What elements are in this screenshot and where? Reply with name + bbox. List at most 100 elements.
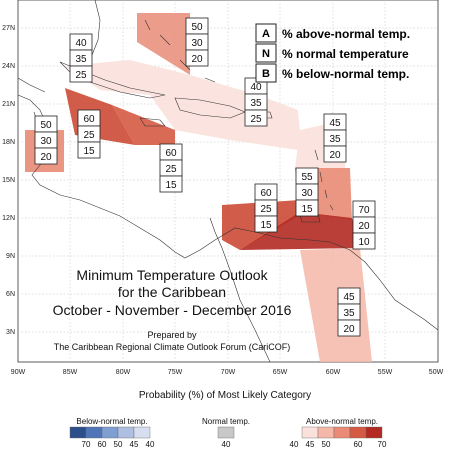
probability-box-cuba: 40 35 25	[69, 33, 93, 83]
svg-text:70: 70	[82, 440, 91, 449]
svg-text:55: 55	[301, 172, 313, 183]
svg-text:Prepared by: Prepared by	[147, 330, 197, 340]
svg-text:40: 40	[250, 82, 262, 93]
x-tick: 55W	[378, 369, 393, 376]
svg-text:70: 70	[378, 440, 387, 449]
y-tick: 21N	[2, 101, 15, 108]
zone-bahamas	[137, 13, 190, 75]
svg-text:for the Caribbean: for the Caribbean	[118, 284, 226, 300]
probability-box-leewards: 45 35 20	[323, 113, 347, 163]
y-tick: 3N	[6, 329, 15, 336]
svg-text:25: 25	[165, 164, 177, 175]
probability-box-guianas: 45 35 20	[337, 287, 361, 337]
svg-text:60: 60	[83, 114, 95, 125]
map-title: Minimum Temperature Outlook for the Cari…	[53, 267, 292, 318]
colorbar-normal: Normal temp. 40	[202, 417, 250, 449]
y-tick: 9N	[6, 253, 15, 260]
svg-text:15: 15	[165, 180, 177, 191]
svg-text:Minimum Temperature Outlook: Minimum Temperature Outlook	[76, 267, 268, 283]
svg-text:B: B	[262, 68, 270, 80]
svg-text:70: 70	[358, 205, 370, 216]
svg-text:20: 20	[40, 152, 52, 163]
svg-text:Above-normal temp.: Above-normal temp.	[306, 417, 378, 426]
svg-text:35: 35	[343, 308, 355, 319]
x-tick: 50W	[429, 369, 444, 376]
svg-text:% above-normal temp.: % above-normal temp.	[282, 27, 410, 41]
svg-text:40: 40	[222, 440, 231, 449]
svg-text:20: 20	[358, 221, 370, 232]
svg-text:35: 35	[75, 54, 87, 65]
y-tick: 15N	[2, 177, 15, 184]
svg-text:60: 60	[354, 440, 363, 449]
x-tick: 70W	[221, 369, 236, 376]
svg-text:25: 25	[75, 70, 87, 81]
x-tick: 85W	[63, 369, 78, 376]
probability-box-venezuela: 60 25 15	[254, 183, 278, 233]
probability-box-bahamas: 50 30 20	[185, 17, 209, 67]
zone-jamaica-east	[112, 105, 175, 145]
svg-text:60: 60	[260, 188, 272, 199]
svg-text:15: 15	[260, 220, 272, 231]
svg-text:% normal temperature: % normal temperature	[282, 47, 409, 61]
svg-text:Normal temp.: Normal temp.	[202, 417, 250, 426]
zone-hispaniola	[150, 95, 300, 150]
colorbar-above: Above-normal temp. 40 45 50 60 70	[290, 417, 387, 449]
svg-text:10: 10	[358, 237, 370, 248]
probability-box-windwards: 55 30 15	[295, 167, 319, 217]
svg-text:35: 35	[250, 98, 262, 109]
x-tick: 80W	[116, 369, 131, 376]
svg-text:35: 35	[329, 134, 341, 145]
x-tick: 65W	[273, 369, 288, 376]
legend-normal: N % normal temperature	[255, 43, 409, 63]
svg-text:60: 60	[165, 148, 177, 159]
svg-text:20: 20	[343, 324, 355, 335]
svg-text:Below-normal temp.: Below-normal temp.	[76, 417, 147, 426]
svg-text:20: 20	[191, 54, 203, 65]
legend-below: B % below-normal temp.	[255, 63, 409, 83]
x-tick: 90W	[11, 369, 26, 376]
svg-text:25: 25	[83, 130, 95, 141]
probability-box-jamaica-east: 60 25 15	[159, 143, 183, 193]
y-tick: 24N	[2, 63, 15, 70]
svg-text:45: 45	[329, 118, 341, 129]
y-tick: 12N	[2, 215, 15, 222]
svg-text:40: 40	[146, 440, 155, 449]
probability-box-jamaica-west: 60 25 15	[77, 109, 101, 159]
svg-text:A: A	[262, 28, 270, 40]
svg-text:45: 45	[306, 440, 315, 449]
y-tick: 6N	[6, 291, 15, 298]
svg-text:50: 50	[322, 440, 331, 449]
probability-box-hispaniola: 40 35 25	[244, 77, 268, 127]
svg-text:30: 30	[191, 38, 203, 49]
svg-text:15: 15	[83, 146, 95, 157]
probability-box-trinidad: 70 20 10	[352, 200, 376, 250]
svg-text:20: 20	[329, 150, 341, 161]
zone-trinidad	[240, 212, 360, 250]
svg-text:15: 15	[301, 204, 313, 215]
svg-text:60: 60	[98, 440, 107, 449]
svg-text:October - November - December: October - November - December 2016	[53, 302, 292, 318]
colorbar-title: Probability (%) of Most Likely Category	[139, 390, 311, 401]
colorbar-below: Below-normal temp. 70 60 50 45 40	[69, 417, 155, 449]
svg-text:45: 45	[130, 440, 139, 449]
legend-above: A % above-normal temp.	[255, 23, 410, 43]
svg-text:50: 50	[114, 440, 123, 449]
svg-text:40: 40	[290, 440, 299, 449]
y-tick: 18N	[2, 139, 15, 146]
svg-text:The Caribbean Regional Climate: The Caribbean Regional Climate Outlook F…	[54, 342, 291, 352]
y-tick: 27N	[2, 25, 15, 32]
svg-text:N: N	[262, 48, 270, 60]
svg-text:25: 25	[260, 204, 272, 215]
svg-text:30: 30	[40, 136, 52, 147]
svg-text:% below-normal temp.: % below-normal temp.	[282, 67, 409, 81]
zone-cuba-north	[65, 60, 300, 133]
svg-text:40: 40	[75, 38, 87, 49]
x-axis: 90W 85W 80W 75W 70W 65W 60W 55W 50W	[11, 369, 444, 376]
x-tick: 75W	[168, 369, 183, 376]
category-legend: A % above-normal temp. N % normal temper…	[255, 23, 410, 83]
svg-text:50: 50	[40, 120, 52, 131]
y-axis: 27N 24N 21N 18N 15N 12N 9N 6N 3N	[2, 25, 15, 336]
probability-box-belize: 50 30 20	[34, 115, 58, 165]
svg-text:45: 45	[343, 292, 355, 303]
